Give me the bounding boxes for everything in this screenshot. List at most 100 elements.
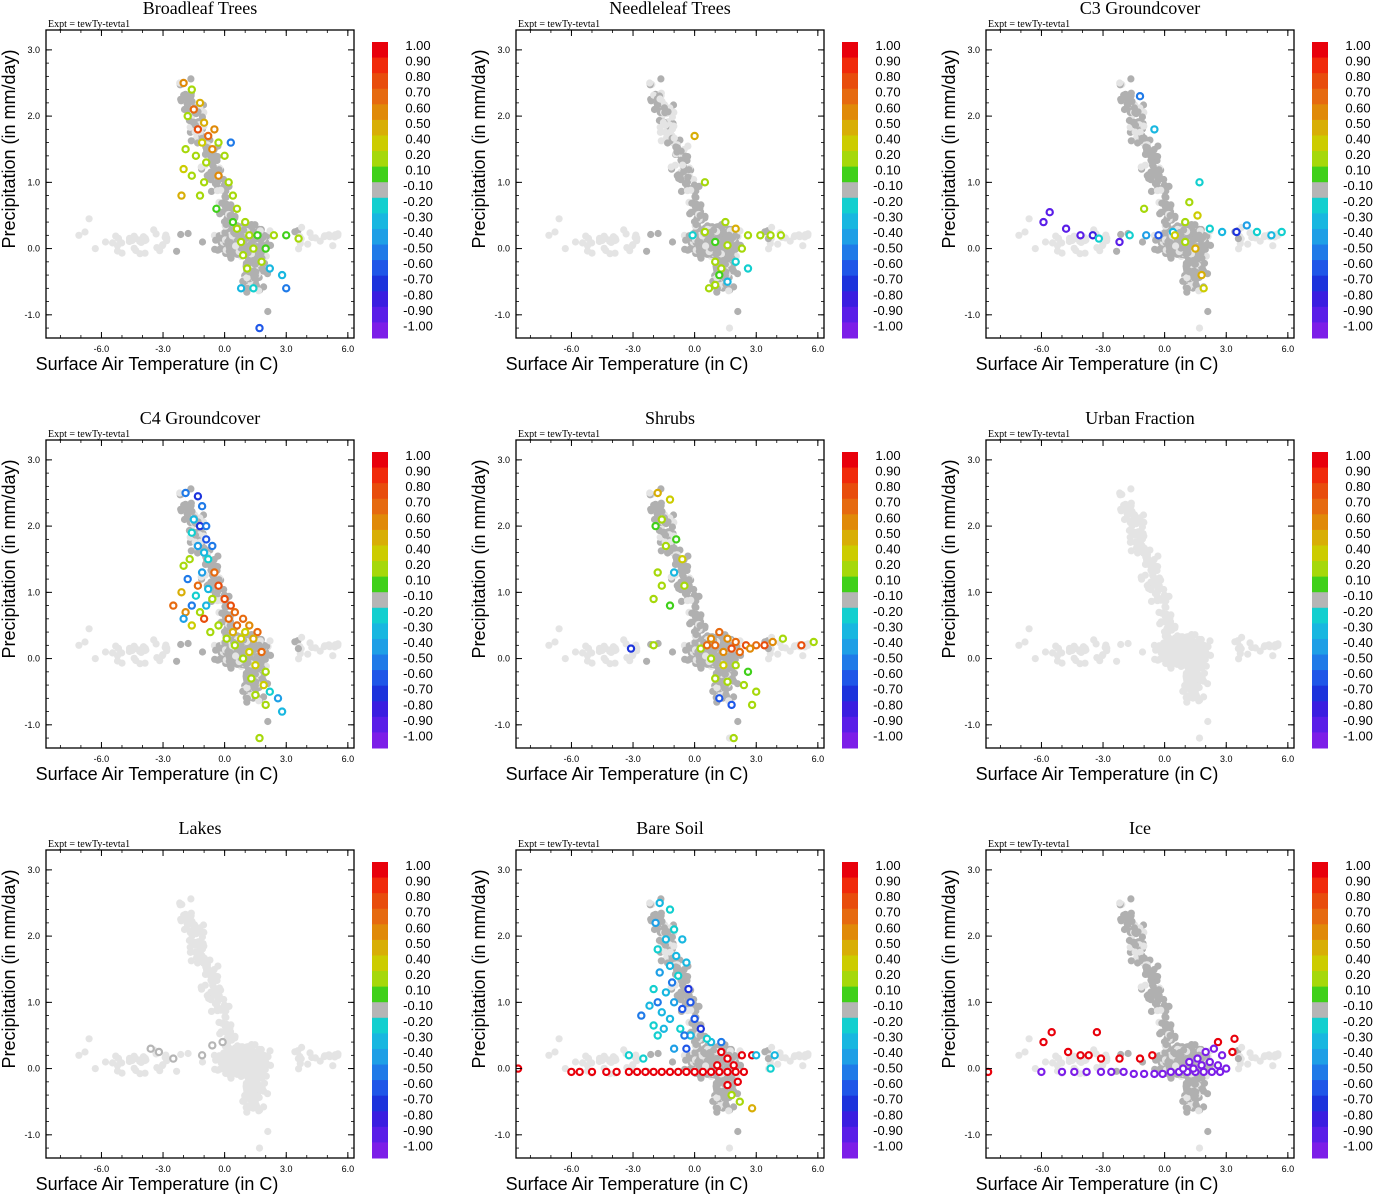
background-point [691, 193, 699, 201]
data-point [752, 687, 761, 696]
background-point [1140, 122, 1148, 130]
panel-title: Urban Fraction [1085, 408, 1194, 428]
data-point [242, 264, 252, 273]
data-point [210, 125, 219, 134]
data-point [193, 541, 203, 551]
colorbar-label: -0.80 [1343, 287, 1373, 302]
y-tick-label: -1.0 [494, 310, 510, 320]
background-point [243, 684, 251, 692]
data-point [1217, 227, 1227, 237]
background-point [304, 650, 312, 658]
colorbar-swatch [1312, 166, 1328, 183]
colorbar-label: -0.50 [873, 651, 903, 666]
x-tick-label: 0.0 [218, 344, 231, 354]
x-tick-label: 0.0 [688, 754, 701, 764]
background-point [132, 644, 140, 653]
data-point [1193, 211, 1202, 220]
background-point [162, 231, 170, 239]
colorbar-swatch [842, 119, 858, 136]
data-point [1088, 231, 1098, 240]
y-tick-label: 3.0 [967, 45, 980, 55]
data-point [649, 641, 658, 650]
background-point [1160, 175, 1168, 184]
data-point [249, 244, 258, 253]
background-point [226, 251, 234, 259]
background-point [118, 659, 126, 667]
background-point [1134, 139, 1142, 147]
background-point [1053, 242, 1062, 250]
background-point [1113, 247, 1121, 255]
colorbar-label: 0.70 [405, 495, 430, 510]
x-tick-label: -3.0 [1095, 344, 1111, 354]
colorbar-swatch [842, 732, 858, 749]
background-point [198, 648, 207, 656]
background-point [602, 234, 610, 242]
data-point [711, 237, 720, 247]
data-point [201, 535, 211, 544]
colorbar-swatch [842, 467, 858, 484]
y-tick-label: 1.0 [497, 587, 510, 597]
data-point [269, 231, 279, 240]
colorbar-label: -0.30 [873, 619, 903, 634]
data-point [1150, 125, 1159, 134]
data-point [657, 581, 667, 590]
background-point [1117, 97, 1125, 105]
background-point [139, 643, 148, 651]
background-point [1130, 104, 1138, 112]
data-point [760, 641, 769, 650]
background-point [255, 641, 263, 649]
background-point [1149, 161, 1157, 169]
colorbar-label: 0.50 [1345, 116, 1370, 131]
background-point [186, 505, 194, 513]
colorbar-label: -1.00 [1343, 318, 1373, 333]
colorbar-label: -0.90 [1343, 303, 1373, 318]
y-axis-label: Precipitation (in mm/day) [469, 49, 489, 248]
data-point [282, 284, 291, 293]
data-point [294, 234, 303, 243]
data-point [265, 264, 274, 273]
colorbar-swatch [1312, 151, 1328, 168]
background-point [1138, 113, 1146, 121]
background-point [1147, 187, 1156, 195]
background-point [251, 260, 259, 268]
data-point [265, 687, 274, 696]
colorbar-label: -0.60 [403, 666, 433, 681]
data-point [245, 621, 254, 630]
background-point [696, 204, 704, 212]
background-point [214, 552, 222, 560]
background-point [153, 244, 161, 252]
colorbar-swatch [372, 607, 388, 624]
x-tick-label: 3.0 [750, 754, 763, 764]
background-point [1126, 95, 1134, 103]
colorbar-label: 0.90 [875, 464, 900, 479]
colorbar-label: -0.70 [403, 272, 433, 287]
data-point [247, 674, 256, 683]
colorbar-label: 0.80 [875, 69, 900, 84]
background-point [666, 128, 674, 136]
data-point [253, 231, 262, 240]
background-point [702, 242, 710, 250]
background-point [609, 643, 618, 651]
background-point [696, 251, 704, 259]
colorbar-label: 0.40 [875, 541, 900, 556]
colorbar-label: -0.30 [403, 209, 433, 224]
background-point [114, 644, 122, 653]
data-point [1232, 227, 1241, 237]
colorbar-swatch [1312, 73, 1328, 90]
colorbar-label: -0.80 [403, 697, 433, 712]
colorbar-swatch [1312, 275, 1328, 292]
data-point [181, 608, 190, 617]
data-point [208, 594, 217, 604]
background-point [101, 648, 110, 656]
data-point [203, 131, 213, 141]
data-point [251, 661, 260, 670]
data-point [208, 144, 217, 154]
background-point [184, 229, 192, 238]
background-point [733, 680, 742, 688]
background-point [588, 249, 596, 257]
background-point [561, 655, 569, 663]
data-point [680, 581, 689, 590]
colorbar-swatch [1312, 119, 1328, 136]
background-point [664, 549, 672, 557]
